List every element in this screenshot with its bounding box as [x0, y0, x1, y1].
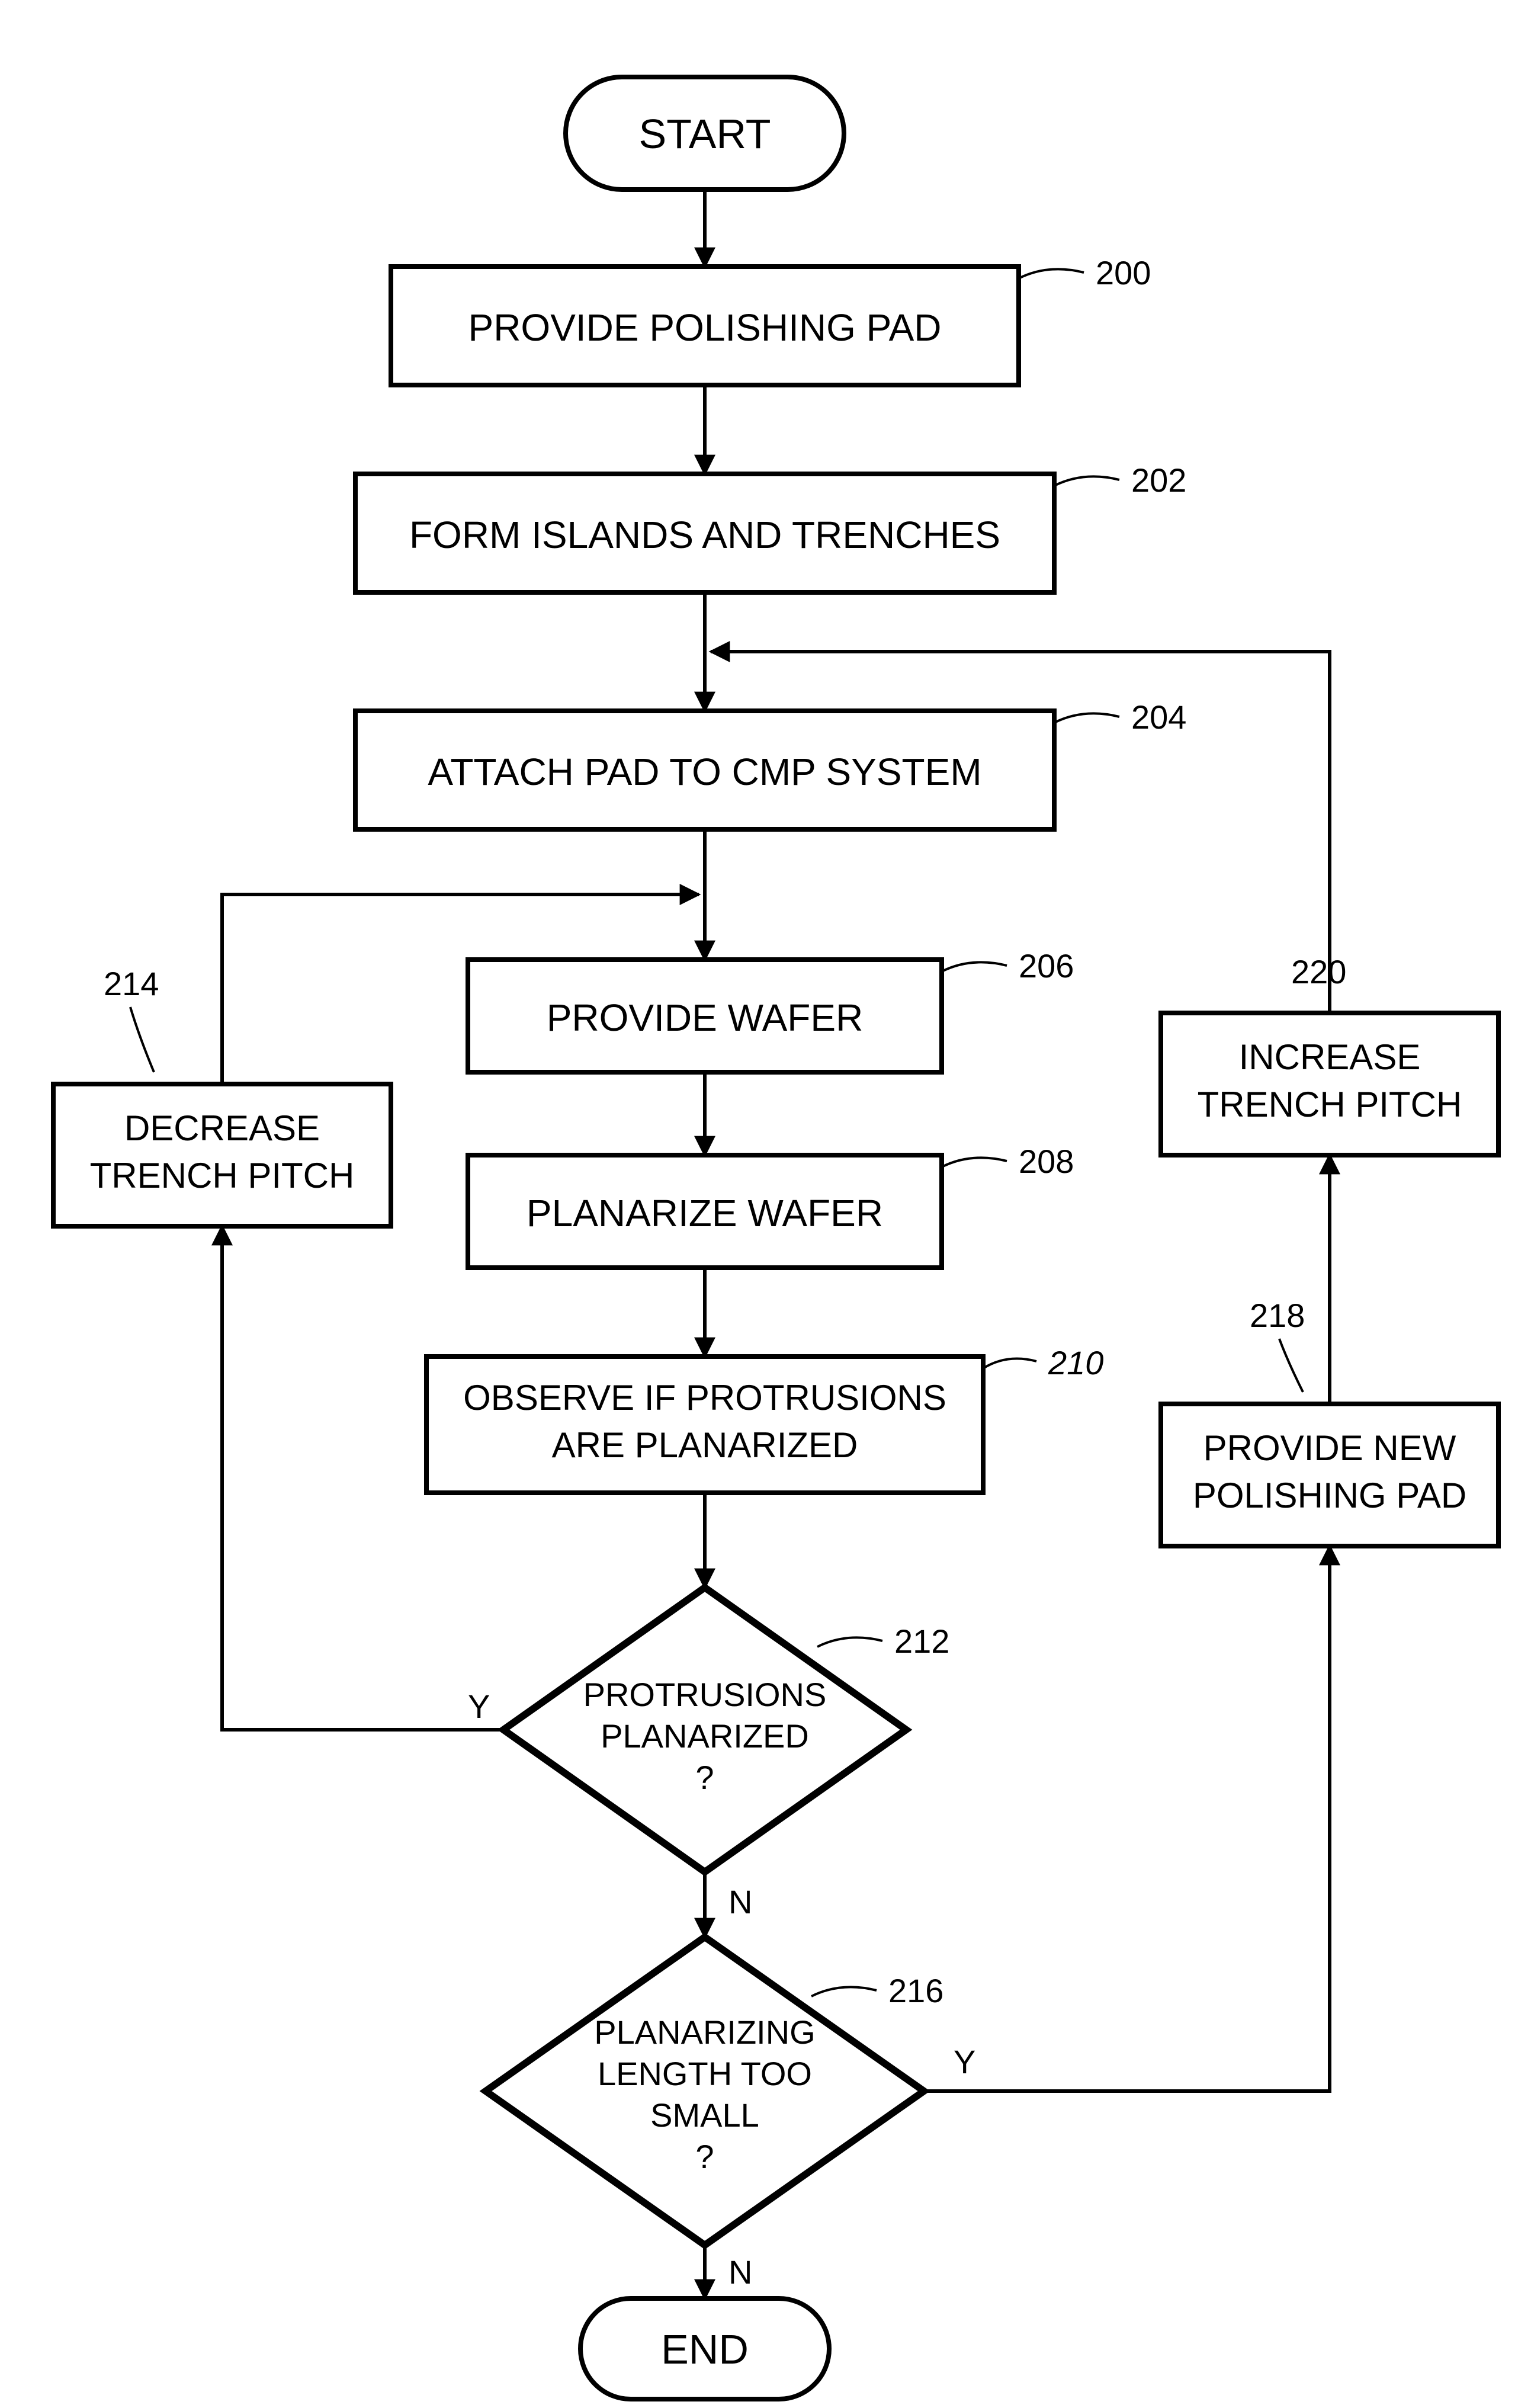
decision-216: PLANARIZING LENGTH TOO SMALL ? — [486, 1937, 924, 2245]
ref-200: 200 — [1096, 254, 1151, 291]
ref-202: 202 — [1131, 461, 1186, 499]
ref-204: 204 — [1131, 698, 1186, 736]
terminal-end: END — [580, 2298, 829, 2399]
process-202: FORM ISLANDS AND TRENCHES — [355, 474, 1054, 592]
edge-216Y-218 — [924, 1546, 1330, 2091]
process-208-label: PLANARIZE WAFER — [527, 1192, 883, 1235]
process-210-line1: OBSERVE IF PROTRUSIONS — [463, 1378, 946, 1418]
label-212-Y: Y — [468, 1688, 490, 1725]
ref-206: 206 — [1019, 947, 1074, 985]
ref-leader-202 — [1054, 476, 1119, 486]
label-212-N: N — [728, 1883, 752, 1920]
process-210: OBSERVE IF PROTRUSIONS ARE PLANARIZED — [426, 1357, 983, 1493]
ref-leader-212 — [817, 1637, 882, 1647]
ref-220: 220 — [1291, 953, 1346, 990]
start-label: START — [639, 111, 771, 157]
label-216-N: N — [728, 2253, 752, 2291]
ref-208: 208 — [1019, 1143, 1074, 1180]
process-218: PROVIDE NEW POLISHING PAD — [1161, 1404, 1498, 1546]
process-214-line2: TRENCH PITCH — [90, 1156, 355, 1195]
ref-leader-216 — [811, 1987, 877, 1996]
end-label: END — [661, 2326, 749, 2372]
decision-216-line3: SMALL — [650, 2096, 759, 2134]
ref-216: 216 — [888, 1972, 943, 2009]
ref-218: 218 — [1250, 1297, 1305, 1334]
decision-216-line1: PLANARIZING — [594, 2013, 815, 2051]
process-218-line1: PROVIDE NEW — [1203, 1428, 1456, 1468]
process-220-line2: TRENCH PITCH — [1198, 1085, 1462, 1124]
process-202-label: FORM ISLANDS AND TRENCHES — [409, 514, 1000, 556]
process-218-line2: POLISHING PAD — [1193, 1476, 1466, 1515]
decision-212: PROTRUSIONS PLANARIZED ? — [503, 1588, 906, 1872]
process-206-label: PROVIDE WAFER — [547, 996, 864, 1039]
ref-leader-218 — [1279, 1339, 1303, 1392]
decision-212-line1: PROTRUSIONS — [583, 1676, 827, 1713]
process-200-label: PROVIDE POLISHING PAD — [468, 306, 942, 349]
decision-212-line2: PLANARIZED — [601, 1717, 809, 1755]
edge-212Y-214 — [222, 1226, 503, 1730]
process-204: ATTACH PAD TO CMP SYSTEM — [355, 711, 1054, 829]
ref-leader-208 — [942, 1157, 1007, 1167]
process-220: INCREASE TRENCH PITCH — [1161, 1013, 1498, 1155]
process-214-line1: DECREASE — [124, 1108, 320, 1148]
process-214: DECREASE TRENCH PITCH — [53, 1084, 391, 1226]
process-200: PROVIDE POLISHING PAD — [391, 267, 1019, 385]
ref-212: 212 — [894, 1623, 949, 1660]
process-206: PROVIDE WAFER — [468, 960, 942, 1072]
decision-212-line3: ? — [695, 1759, 714, 1796]
decision-216-line4: ? — [695, 2138, 714, 2175]
terminal-start: START — [566, 77, 844, 190]
ref-leader-210 — [983, 1359, 1036, 1368]
ref-210: 210 — [1048, 1344, 1103, 1381]
process-204-label: ATTACH PAD TO CMP SYSTEM — [428, 751, 981, 793]
process-208: PLANARIZE WAFER — [468, 1155, 942, 1268]
ref-leader-206 — [942, 962, 1007, 971]
ref-214: 214 — [104, 965, 159, 1002]
process-210-line2: ARE PLANARIZED — [552, 1425, 858, 1465]
process-220-line1: INCREASE — [1239, 1037, 1421, 1077]
ref-leader-200 — [1019, 269, 1084, 278]
ref-leader-214 — [130, 1007, 154, 1072]
edge-214-merge206 — [222, 894, 699, 1084]
ref-leader-204 — [1054, 713, 1119, 723]
label-216-Y: Y — [954, 2043, 975, 2080]
decision-216-line2: LENGTH TOO — [598, 2055, 812, 2092]
